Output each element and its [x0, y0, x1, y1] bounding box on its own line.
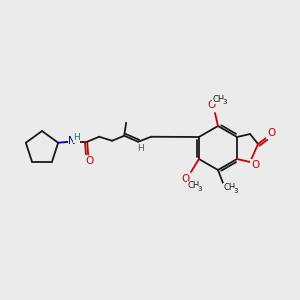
Text: CH: CH [213, 94, 225, 103]
Text: N: N [68, 136, 76, 146]
Text: 3: 3 [198, 186, 202, 192]
Text: O: O [207, 100, 215, 110]
Text: H: H [137, 144, 143, 153]
Text: O: O [182, 174, 190, 184]
Text: CH: CH [188, 182, 200, 190]
Text: H: H [73, 133, 80, 142]
Text: O: O [267, 128, 275, 138]
Text: O: O [251, 160, 259, 170]
Text: CH: CH [224, 184, 236, 193]
Text: O: O [85, 156, 93, 166]
Text: 3: 3 [234, 188, 238, 194]
Text: 3: 3 [223, 99, 227, 105]
